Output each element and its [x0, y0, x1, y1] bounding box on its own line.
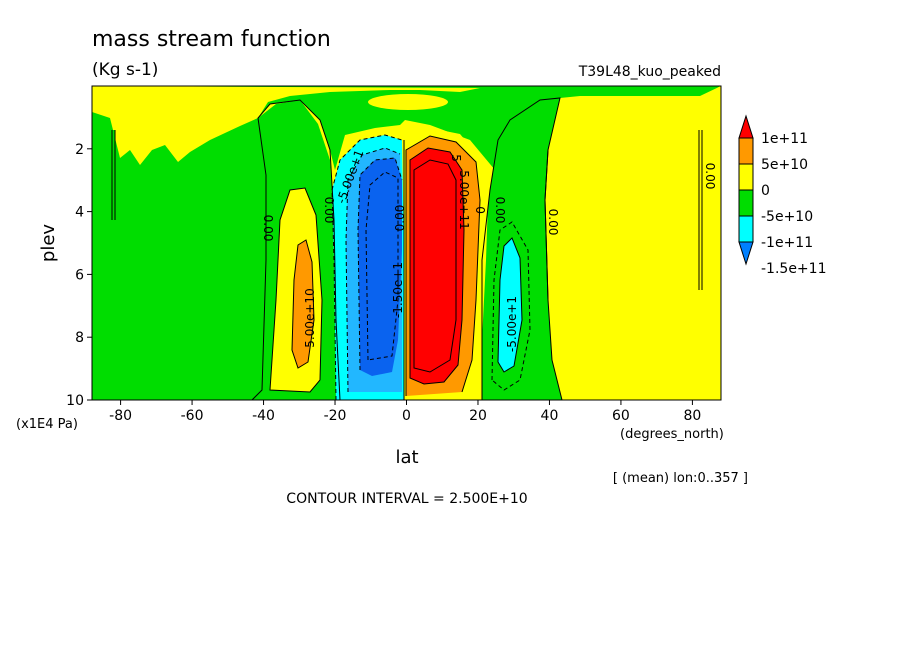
- chart-title: mass stream function: [92, 27, 331, 52]
- x-axis-units: (degrees_north): [620, 427, 724, 442]
- chart-subtitle: (Kg s-1): [92, 60, 158, 80]
- x-tick-label: 20: [469, 408, 487, 424]
- fill-neg-band-north: [92, 86, 721, 400]
- x-axis-ticks: -80 -60 -40 -20 0 20 40 60 80: [109, 400, 701, 424]
- fill-neg-cell-right-cyan: [498, 238, 522, 372]
- label-pos-left-cell: 5.00e+10: [303, 288, 317, 347]
- y-axis-units: (x1E4 Pa): [16, 417, 78, 432]
- label-pos-core-b: 5: [449, 154, 463, 162]
- contour-fills: [92, 86, 721, 400]
- y-tick-label: 10: [66, 393, 84, 409]
- contour-neg-cell-4: [365, 171, 399, 361]
- label-zero-core-b: 0: [473, 206, 487, 214]
- label-zero-far-right: 0.00: [703, 163, 717, 190]
- contour-neg-right-inner: [497, 237, 523, 373]
- colorbar-label: 0: [761, 183, 770, 199]
- contour-pole-right: [698, 130, 703, 290]
- x-tick-label: 60: [612, 408, 630, 424]
- colorbar: 1e+11 5e+10 0 -5e+10 -1e+11 -1.5e+11: [738, 114, 826, 277]
- colorbar-band: [738, 241, 754, 266]
- contour-pos-left-inner: [291, 239, 315, 369]
- colorbar-band: [738, 189, 754, 217]
- fill-south-yellow: [548, 86, 721, 400]
- y-tick-label: 8: [75, 330, 84, 346]
- contour-pos-left-outer: [269, 187, 323, 393]
- contour-neg-right-outer: [491, 221, 531, 391]
- contour-interval: CONTOUR INTERVAL = 2.500E+10: [286, 491, 527, 507]
- contour-neg-cell-3: [357, 157, 403, 371]
- colorbar-label: 1e+11: [761, 131, 808, 147]
- fill-strat-blob: [368, 94, 448, 110]
- x-tick-label: 80: [683, 408, 701, 424]
- contour-neg-cell-2: [345, 147, 401, 393]
- colorbar-label: -1.5e+11: [761, 261, 826, 277]
- y-tick-label: 4: [75, 205, 84, 221]
- label-neg-right-cell: -5.00e+1: [505, 296, 519, 352]
- x-tick-label: -20: [324, 408, 347, 424]
- label-neg-core: -1.50e+1: [391, 262, 405, 318]
- y-tick-label: 2: [75, 142, 84, 158]
- colorbar-label: 5e+10: [761, 157, 808, 173]
- contour-zero-left: [251, 99, 341, 400]
- contour-neg-cell-1: [331, 134, 403, 400]
- x-tick-label: 0: [402, 408, 411, 424]
- x-tick-label: -40: [252, 408, 275, 424]
- y-axis-label: plev: [38, 224, 59, 263]
- colorbar-band: [738, 215, 754, 243]
- y-tick-label: 6: [75, 267, 84, 283]
- fill-pos-cell-left-orange: [292, 240, 314, 368]
- x-tick-label: -80: [109, 408, 132, 424]
- contour-pole-left: [111, 130, 116, 220]
- contour-right-outer: [544, 149, 549, 301]
- label-zero-left: 0.00: [261, 215, 275, 242]
- x-tick-label: -60: [181, 408, 204, 424]
- contour-lines: [111, 97, 703, 400]
- colorbar-label: -1e+11: [761, 235, 813, 251]
- fill-pos-cell-red: [410, 148, 464, 384]
- run-label: T39L48_kuo_peaked: [578, 64, 721, 80]
- fill-pole-left-line: [112, 130, 115, 220]
- colorbar-label: -5e+10: [761, 209, 813, 225]
- label-zero-mid-left: 0.00: [322, 197, 336, 224]
- label-pos-core: 5.00e+11: [457, 170, 471, 229]
- mean-note: [ (mean) lon:0..357 ]: [613, 471, 748, 486]
- contour-pos-cell-2: [409, 147, 465, 385]
- colorbar-band: [738, 114, 754, 139]
- x-tick-label: 40: [541, 408, 559, 424]
- contour-zero-right: [481, 97, 563, 400]
- fill-pole-right-line: [699, 130, 702, 290]
- fill-north-yellow-top: [92, 86, 480, 165]
- contour-pos-cell-1: [405, 135, 481, 396]
- label-zero-mid-right: 0.00: [493, 197, 507, 224]
- y-axis-ticks: 2 4 6 8 10: [66, 142, 92, 409]
- label-zero-core: 0.00: [393, 205, 407, 232]
- colorbar-band: [738, 163, 754, 191]
- x-axis-label: lat: [395, 447, 418, 468]
- colorbar-band: [738, 137, 754, 165]
- contour-pos-cell-3: [413, 159, 457, 373]
- fill-neg-cell-blue: [358, 158, 402, 376]
- label-zero-right: 0.00: [546, 209, 560, 236]
